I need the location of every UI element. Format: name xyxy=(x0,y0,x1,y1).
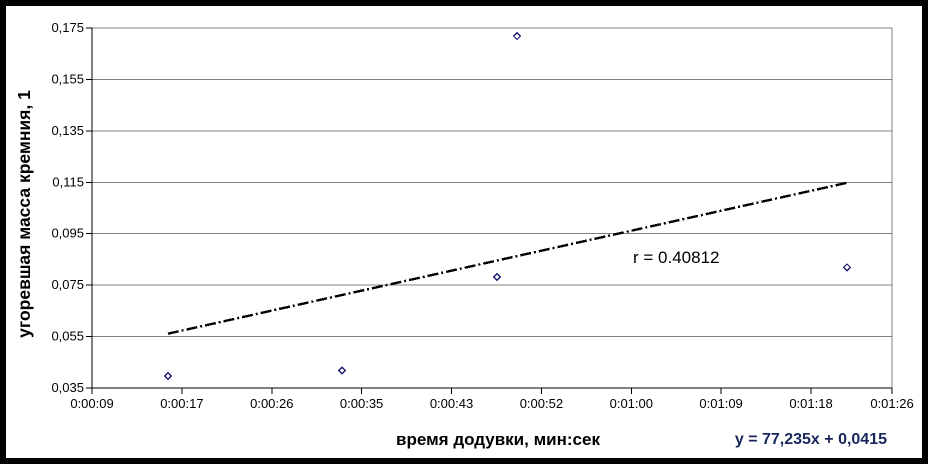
svg-text:0,135: 0,135 xyxy=(51,123,84,138)
svg-text:угоревшая масса кремния, 1: угоревшая масса кремния, 1 xyxy=(14,90,34,338)
svg-text:0,175: 0,175 xyxy=(51,20,84,35)
svg-text:0:01:26: 0:01:26 xyxy=(870,396,913,411)
svg-text:0,095: 0,095 xyxy=(51,226,84,241)
svg-text:0:01:00: 0:01:00 xyxy=(610,396,653,411)
svg-text:0:00:09: 0:00:09 xyxy=(70,396,113,411)
svg-text:0:00:43: 0:00:43 xyxy=(430,396,473,411)
svg-text:y = 77,235x + 0,0415: y = 77,235x + 0,0415 xyxy=(735,431,887,448)
svg-text:0,115: 0,115 xyxy=(52,174,84,189)
svg-text:0,055: 0,055 xyxy=(51,329,84,344)
svg-text:0,075: 0,075 xyxy=(51,277,84,292)
svg-text:0:01:18: 0:01:18 xyxy=(789,396,832,411)
svg-text:0:00:26: 0:00:26 xyxy=(250,396,293,411)
svg-text:0,155: 0,155 xyxy=(51,71,84,86)
svg-text:0:00:17: 0:00:17 xyxy=(160,396,203,411)
svg-text:0:01:09: 0:01:09 xyxy=(699,396,742,411)
svg-text:время додувки, мин:сек: время додувки, мин:сек xyxy=(396,430,600,449)
svg-text:r = 0.40812: r = 0.40812 xyxy=(633,248,720,267)
svg-text:0,035: 0,035 xyxy=(51,380,84,395)
svg-text:0:00:52: 0:00:52 xyxy=(520,396,563,411)
svg-text:0:00:35: 0:00:35 xyxy=(340,396,383,411)
